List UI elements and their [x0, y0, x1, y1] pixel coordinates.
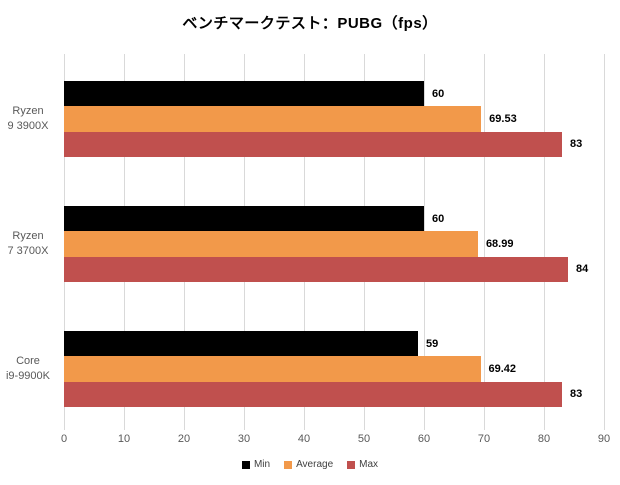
category-label-line: Ryzen — [12, 230, 44, 242]
bar-value-label: 84 — [576, 263, 589, 276]
bar-max — [64, 256, 568, 282]
x-tick-label: 70 — [477, 433, 491, 445]
bar-average — [64, 231, 478, 257]
gridline — [484, 54, 485, 430]
category-label-line: 7 3700X — [7, 245, 49, 257]
bar-row: 69.42 — [64, 356, 604, 382]
legend-swatch-icon — [241, 460, 250, 469]
category-label: Ryzen 9 3900X — [0, 104, 56, 134]
category-label: Core i9-9900K — [0, 354, 56, 384]
bar-row: 84 — [64, 256, 604, 282]
category-label: Ryzen 7 3700X — [0, 229, 56, 259]
bar-value-label: 83 — [570, 388, 583, 401]
legend-item-min: Min — [241, 459, 271, 470]
bar-group: 59 69.42 83 — [64, 331, 604, 407]
category-label-line: i9-9900K — [5, 370, 51, 382]
legend-label: Max — [359, 459, 379, 470]
legend-item-average: Average — [284, 459, 333, 470]
bar-row: 60 — [64, 206, 604, 232]
x-tick-label: 20 — [177, 433, 191, 445]
legend-swatch-icon — [347, 460, 356, 469]
bar-row: 83 — [64, 131, 604, 157]
bar-max — [64, 381, 562, 407]
legend-item-max: Max — [347, 459, 378, 470]
bar-row: 59 — [64, 331, 604, 357]
bar-value-label: 68.99 — [485, 237, 514, 250]
legend-label: Min — [253, 459, 271, 470]
bar-value-label: 69.42 — [488, 362, 517, 375]
x-tick-label: 90 — [597, 433, 611, 445]
x-tick-label: 10 — [117, 433, 131, 445]
bar-min — [64, 206, 424, 232]
bar-min — [64, 81, 424, 107]
plot-area: 60 69.53 83 60 68.99 84 59 69.42 83 — [64, 54, 605, 430]
category-label-line: Ryzen — [12, 105, 44, 117]
x-tick-label: 60 — [417, 433, 431, 445]
bar-max — [64, 131, 562, 157]
bar-value-label: 69.53 — [489, 112, 517, 125]
x-axis: 0 10 20 30 40 50 60 70 80 90 — [0, 433, 620, 449]
chart-title: ベンチマークテスト：PUBG（fps） — [182, 15, 438, 32]
bar-row: 69.53 — [64, 106, 604, 132]
category-label-line: Core — [16, 355, 40, 367]
category-label-line: 9 3900X — [7, 120, 49, 132]
legend-label: Average — [296, 459, 334, 470]
x-tick-label: 80 — [537, 433, 551, 445]
legend-swatch-icon — [284, 460, 293, 469]
x-tick-label: 30 — [237, 433, 251, 445]
bar-min — [64, 331, 418, 357]
gridline — [604, 54, 605, 430]
bar-average — [64, 356, 481, 382]
x-tick-label: 50 — [357, 433, 371, 445]
bar-value-label: 60 — [432, 87, 445, 100]
gridline — [544, 54, 545, 430]
bar-average — [64, 106, 482, 132]
x-tick-label: 40 — [297, 433, 311, 445]
bar-row: 83 — [64, 381, 604, 407]
bar-value-label: 83 — [570, 138, 583, 151]
bar-value-label: 60 — [432, 212, 445, 225]
bar-row: 60 — [64, 81, 604, 107]
bar-row: 68.99 — [64, 231, 604, 257]
bar-group: 60 68.99 84 — [64, 206, 604, 282]
x-tick-label: 0 — [60, 433, 68, 445]
bar-value-label: 59 — [426, 337, 439, 350]
bar-group: 60 69.53 83 — [64, 81, 604, 157]
legend: Min Average Max — [0, 459, 620, 470]
